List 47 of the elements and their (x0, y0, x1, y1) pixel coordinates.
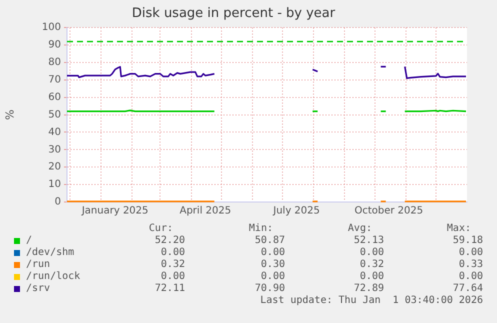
x-tick-label: April 2025 (180, 206, 232, 217)
text: 0.00 (360, 247, 384, 258)
text: Cur: (148, 223, 173, 234)
text: 0.00 (260, 271, 285, 282)
text: 59.18 (452, 235, 483, 246)
x-tick-label: October 2025 (354, 206, 424, 217)
text: 0.32 (360, 259, 384, 270)
text: 0.33 (458, 259, 483, 270)
legend-label: /srv (26, 283, 50, 294)
text: 72.89 (354, 283, 384, 294)
text: Max: (446, 223, 471, 234)
text: 0.00 (160, 247, 185, 258)
legend-label: /run/lock (26, 271, 80, 282)
text: 0.00 (260, 247, 285, 258)
y-axis-title: % (3, 110, 16, 120)
y-tick-label: 80 (48, 57, 61, 68)
text: 0.32 (160, 259, 185, 270)
chart-title: Disk usage in percent - by year (132, 6, 336, 22)
legend-label: /dev/shm (26, 247, 74, 258)
text: 0.30 (260, 259, 285, 270)
text: Avg: (348, 223, 372, 234)
y-tick-label: 70 (48, 74, 61, 86)
y-tick-label: 40 (48, 126, 61, 138)
text: 0.00 (458, 247, 483, 258)
legend-label: / (26, 235, 32, 246)
x-tick-label: January 2025 (80, 206, 148, 217)
text: Last update: Thu Jan 1 03:40:00 2026 (260, 295, 483, 306)
text: Min: (248, 223, 273, 234)
x-tick-label: July 2025 (272, 206, 320, 217)
y-tick-label: 50 (48, 109, 61, 120)
text: 72.11 (154, 283, 185, 294)
y-tick-label: 20 (48, 162, 61, 173)
legend-label: /run (26, 259, 50, 270)
y-tick-label: 0 (54, 196, 61, 208)
y-tick-label: 60 (48, 92, 61, 103)
text: 77.64 (452, 283, 483, 294)
text: 0.00 (458, 271, 483, 282)
y-tick-label: 90 (48, 40, 61, 51)
y-tick-label: 10 (48, 179, 61, 190)
y-tick-label: 30 (48, 144, 61, 156)
text: 52.20 (154, 235, 185, 246)
text: 70.90 (254, 283, 285, 294)
text: 50.87 (254, 235, 285, 246)
y-tick-label: 100 (42, 22, 61, 34)
text: 0.00 (360, 271, 384, 282)
text: 0.00 (160, 271, 185, 282)
text: 52.13 (354, 235, 384, 246)
